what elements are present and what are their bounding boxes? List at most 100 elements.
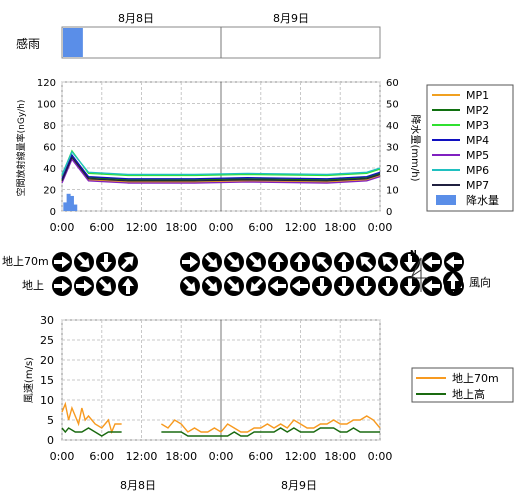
legend-label: MP4	[466, 134, 489, 147]
wind-arrow-icon	[400, 252, 420, 272]
rain-y-axis-label: 降水量(mm/h)	[409, 115, 422, 182]
rain-sensor-active-bar	[63, 28, 83, 57]
wind-arrow-icon	[96, 276, 116, 296]
wind-legend-label: 地上高	[452, 387, 485, 401]
wind-arrow-icon	[268, 252, 288, 272]
wind-arrow-icon	[334, 252, 354, 272]
wind-chart-grid	[61, 319, 381, 441]
date-label-day2: 8月9日	[273, 12, 309, 25]
dose-x-tick: 0:00	[50, 221, 75, 234]
legend-label: MP7	[466, 179, 489, 192]
wind-arrow-icon	[118, 252, 138, 272]
legend-label-rain: 降水量	[466, 193, 499, 207]
legend-label: MP6	[466, 164, 489, 177]
legend-swatch-rain	[436, 195, 456, 205]
dose-rate-chart: 0 20 40 60 80 100 120 0 10 20 30 40 50 60 0:00 6:00 12…	[15, 78, 422, 234]
wind-arrow-icon	[400, 276, 420, 296]
date-label-bottom-day2: 8月9日	[281, 479, 317, 492]
wind-arrow-icon	[52, 252, 72, 272]
wind-x-tick: 6:00	[89, 450, 114, 463]
wind-dir-legend-label: 風向	[469, 275, 491, 289]
wind-arrow-icon	[180, 276, 200, 296]
dose-y-tick-right: 20	[386, 164, 399, 175]
wind-dir-row1-label: 地上70m	[2, 255, 49, 268]
wind-y-tick: 0	[47, 434, 54, 447]
dose-y-tick-left: 40	[43, 164, 56, 175]
wind-arrow-icon	[356, 252, 376, 272]
dose-y-tick-right: 10	[386, 186, 399, 197]
wind-series-line-0	[61, 401, 122, 435]
dose-y-tick-left: 60	[43, 143, 56, 154]
legend-label: MP2	[466, 104, 489, 117]
dose-y-tick-left: 20	[43, 186, 56, 197]
series-line-mp6	[61, 150, 381, 176]
wind-arrow-icon	[378, 252, 398, 272]
compass-n-label: N	[410, 249, 417, 258]
wind-y-axis-label: 風速(m/s)	[23, 357, 35, 403]
wind-arrow-icon	[334, 276, 354, 296]
wind-arrow-icon	[74, 252, 94, 272]
rain-bar	[66, 193, 71, 211]
wind-y-tick: 10	[40, 394, 54, 407]
wind-arrow-icon	[96, 252, 116, 272]
wind-arrow-icon	[422, 252, 442, 272]
wind-y-tick: 15	[40, 374, 54, 387]
rain-bars	[63, 193, 78, 211]
dose-x-tick: 6:00	[89, 221, 114, 234]
wind-arrow-icon	[290, 252, 310, 272]
wind-x-tick: 0:00	[209, 450, 234, 463]
dose-y-tick-right: 60	[386, 78, 399, 89]
wind-dir-row1	[52, 252, 464, 272]
wind-y-tick: 25	[40, 334, 54, 347]
wind-x-tick: 12:00	[285, 450, 317, 463]
date-label-bottom-day1: 8月8日	[120, 479, 156, 492]
wind-arrow-icon	[268, 276, 288, 296]
dose-y-ticks-right: 0 10 20 30 40 50 60	[386, 78, 399, 218]
dose-legend-frame	[426, 84, 514, 212]
dose-chart-grid	[61, 81, 381, 212]
wind-arrow-icon	[202, 252, 222, 272]
wind-arrow-icon	[224, 252, 244, 272]
wind-x-tick: 18:00	[324, 450, 356, 463]
dose-y-axis-label: 空間放射線量率(nGy/h)	[15, 100, 27, 197]
wind-series-line-0	[161, 415, 381, 433]
wind-series-line-1	[161, 427, 380, 437]
wind-arrow-icon	[312, 276, 332, 296]
dose-x-tick: 0:00	[209, 221, 234, 234]
rain-sensor-label: 感雨	[16, 36, 40, 51]
rain-bar	[73, 204, 78, 211]
dose-x-tick: 18:00	[165, 221, 197, 234]
wind-arrow-icon	[180, 252, 200, 272]
legend-label: MP5	[466, 149, 489, 162]
wind-legend-label: 地上70m	[452, 372, 499, 385]
dose-y-tick-right: 30	[386, 143, 399, 154]
wind-legend: 地上70m 地上高	[411, 367, 514, 403]
wind-arrow-icon	[290, 276, 310, 296]
wind-dir-row2-label: 地上	[22, 279, 44, 292]
wind-arrow-icon	[246, 276, 266, 296]
series-line-mp5	[61, 158, 381, 184]
wind-x-tick: 6:00	[248, 450, 273, 463]
wind-dir-legend: 風向	[443, 271, 491, 291]
wind-arrow-icon	[202, 276, 222, 296]
wind-arrow-icon	[52, 276, 72, 296]
dose-y-tick-right: 40	[386, 121, 399, 132]
dose-y-tick-right: 50	[386, 100, 399, 111]
dose-y-tick-left: 80	[43, 121, 56, 132]
wind-x-tick: 0:00	[368, 450, 393, 463]
wind-series-lines	[61, 401, 381, 437]
wind-arrow-icon	[312, 252, 332, 272]
date-label-day1: 8月8日	[118, 12, 154, 25]
rain-sensor-panel: 8月8日 8月9日 感雨	[16, 12, 381, 59]
wind-arrow-icon	[378, 276, 398, 296]
wind-arrow-icon	[118, 276, 138, 296]
dose-y-ticks-left: 0 20 40 60 80 100 120	[37, 78, 56, 218]
wind-x-ticks: 0:00 6:00 12:00 18:00 0:00 6:00 12:00 18:00 0:00	[50, 450, 393, 463]
dose-x-ticks: 0:00 6:00 12:00 18:00 0:00 6:00 12:00 18:00 0:00	[50, 221, 393, 234]
wind-y-ticks: 0 5 10 15 20 25 30	[40, 314, 54, 447]
legend-label: MP1	[466, 89, 489, 102]
wind-x-tick: 0:00	[50, 450, 75, 463]
dose-y-tick-right: 0	[386, 207, 392, 218]
dose-y-tick-left: 100	[37, 100, 56, 111]
